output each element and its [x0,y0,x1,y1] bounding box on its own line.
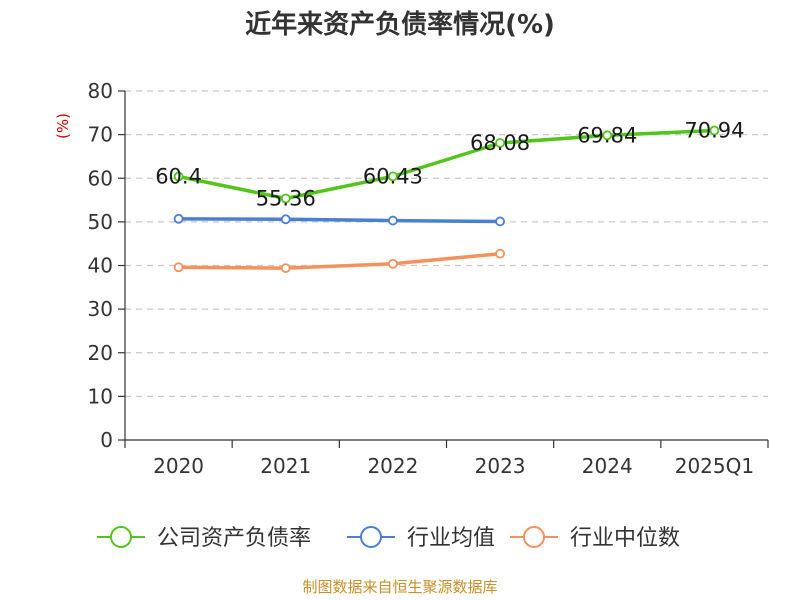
legend-swatch-marker-0 [110,526,132,548]
y-tick-label-10: 10 [88,384,113,408]
y-axis-ticks: 0 10 20 30 40 50 60 70 80 [88,79,125,452]
y-tick-label-40: 40 [88,254,113,278]
data-point-0-3 [495,138,505,148]
data-label-2: 60.43 [363,164,423,188]
legend-item-1: 行业均值 [347,526,495,551]
data-point-0-5 [709,125,720,136]
x-tick-label-2022: 2022 [367,454,418,478]
data-point-1-1 [280,214,291,225]
y-tick-label-30: 30 [88,297,113,321]
legend-item-2: 行业中位数 [510,526,680,551]
legend-swatch-marker-2 [523,526,545,548]
series-line-2 [176,251,502,270]
data-label-3: 68.08 [470,131,530,155]
legend-label-0: 公司资产负债率 [157,526,311,551]
data-point-0-4 [602,130,613,141]
legend: 公司资产负债率 行业均值 行业中位数 [97,526,680,551]
y-tick-label-80: 80 [88,79,113,103]
series-line-0 [176,128,717,201]
y-tick-label-50: 50 [88,210,113,234]
data-point-1-0 [173,213,184,224]
data-point-2-1 [280,263,291,274]
data-point-0-2 [388,171,398,182]
series-2 [173,248,505,274]
x-tick-label-2021: 2021 [260,454,311,478]
y-tick-label-60: 60 [88,166,113,190]
x-tick-label-2023: 2023 [475,454,526,478]
legend-swatch-marker-1 [360,526,382,548]
x-tick-label-2024: 2024 [582,454,633,478]
x-axis-ticks: 2020 2021 2022 2023 2024 2025Q1 [124,440,769,478]
data-point-0-0 [173,171,184,182]
data-point-0-1 [280,193,291,204]
y-axis-unit: (%) [54,113,72,139]
chart-title: 近年来资产负债率情况(%) [245,9,555,40]
data-label-5: 70.94 [684,119,744,143]
data-label-0: 60.4 [155,165,202,189]
legend-label-1: 行业均值 [407,526,495,551]
data-point-2-3 [495,248,505,259]
data-label-4: 69.84 [577,123,637,147]
data-point-1-2 [388,215,398,226]
x-tick-label-2025Q1: 2025Q1 [675,454,754,478]
y-tick-label-0: 0 [100,428,113,452]
series-line-1 [176,217,502,224]
gridlines [125,90,768,397]
legend-label-2: 行业中位数 [570,526,680,551]
legend-item-0: 公司资产负债率 [97,526,311,551]
source-note: 制图数据来自恒生聚源数据库 [302,578,497,596]
data-point-2-0 [173,262,184,273]
y-tick-label-20: 20 [88,341,113,365]
data-point-1-3 [495,216,505,227]
data-point-2-2 [388,258,398,269]
data-label-1: 55.36 [256,186,316,210]
series-0 [173,125,720,204]
x-tick-label-2020: 2020 [153,454,204,478]
y-tick-label-70: 70 [88,123,113,147]
series-group: 60.4 55.36 60.43 68.08 69.84 70.94 [155,119,744,274]
series-1 [173,213,505,227]
